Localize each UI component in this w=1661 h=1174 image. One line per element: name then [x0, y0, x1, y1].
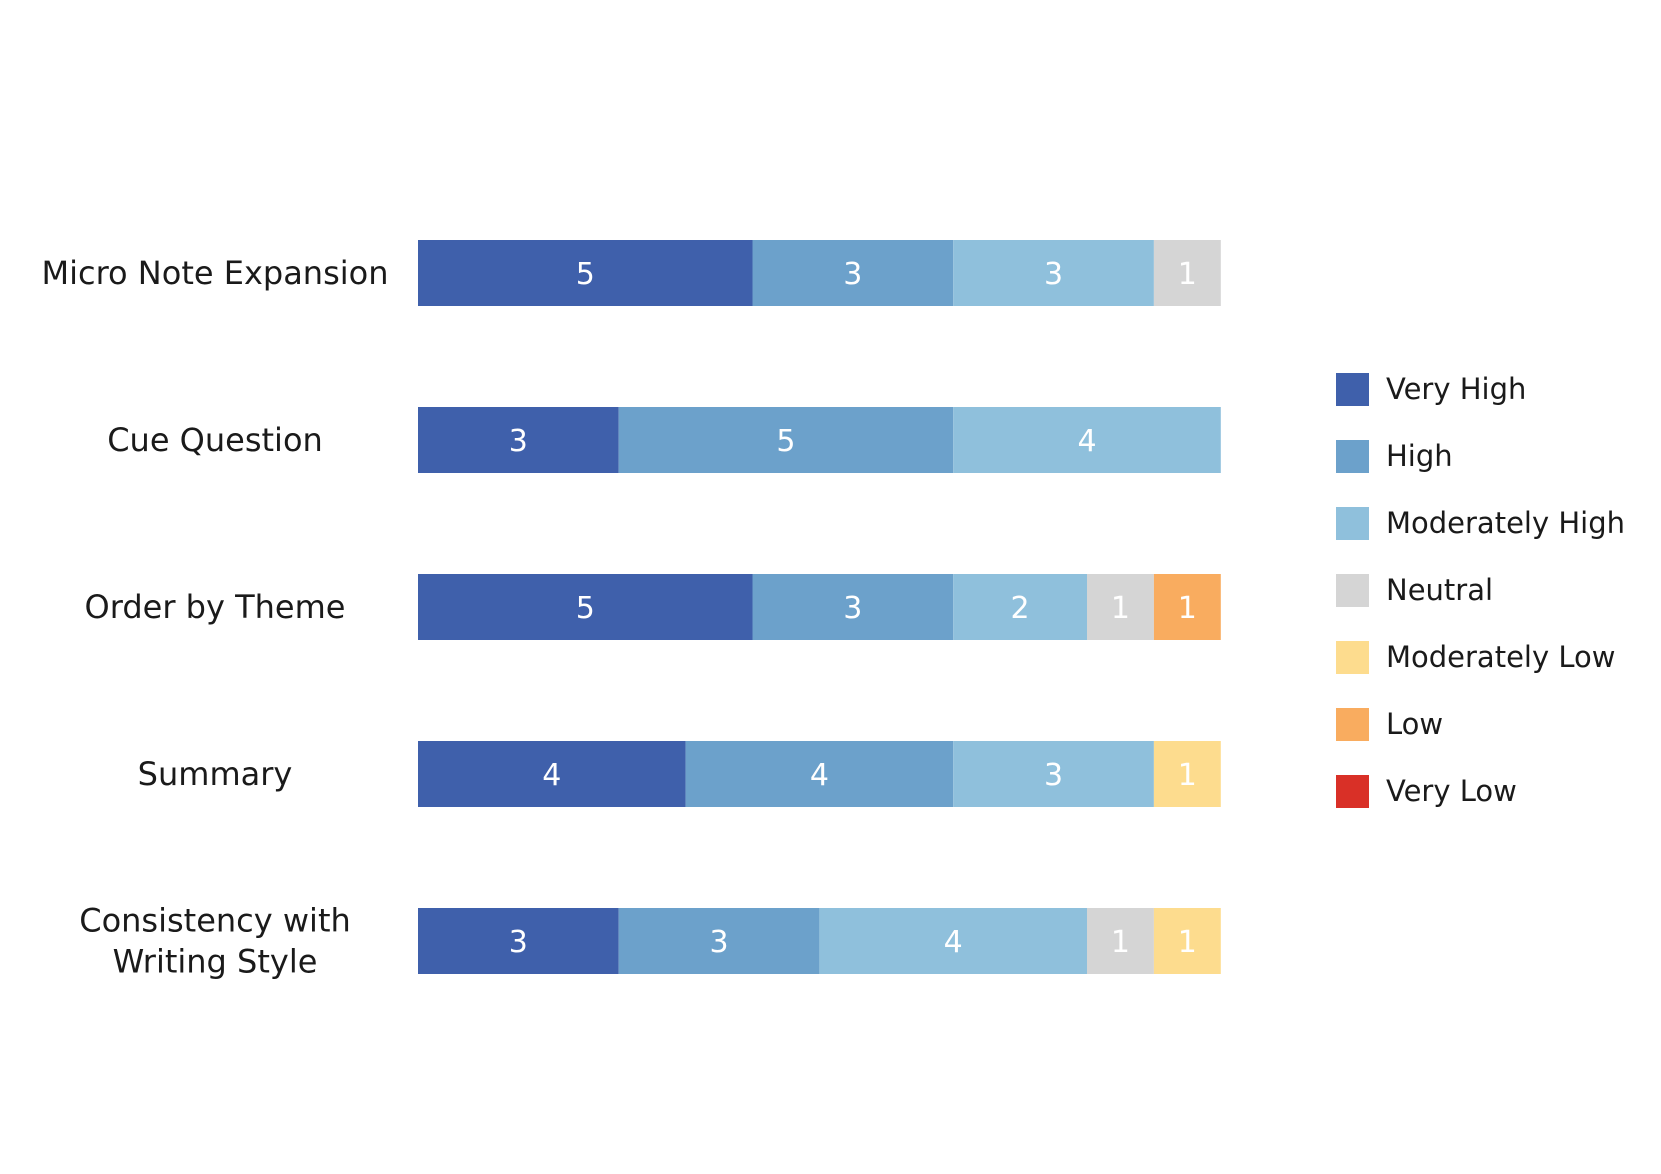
category-label: Order by Theme	[85, 588, 346, 626]
bar-segment	[1087, 908, 1154, 974]
bar-segment	[819, 908, 1087, 974]
bar-value-label: 4	[944, 925, 963, 960]
bar-value-label: 3	[710, 925, 729, 960]
bar-value-label: 5	[576, 257, 595, 292]
bar-segment	[752, 574, 954, 640]
category-labels: Micro Note Expansion Cue Question Order by…	[42, 254, 389, 981]
legend-swatch	[1336, 507, 1369, 540]
bar-value-label: 4	[1077, 424, 1096, 459]
bar-value-label: 4	[542, 758, 561, 793]
bar-segment	[1153, 741, 1221, 807]
legend-label: High	[1386, 439, 1453, 473]
bar-value-label: 1	[1178, 591, 1197, 626]
bar-segment	[418, 407, 619, 473]
legend-label: Low	[1386, 707, 1443, 741]
bar-segment	[953, 407, 1221, 473]
bar-segment	[953, 240, 1154, 306]
bar-segment	[1153, 240, 1221, 306]
legend-label: Moderately Low	[1386, 640, 1615, 674]
category-label: Micro Note Expansion	[42, 254, 389, 292]
bar-value-label: 1	[1111, 925, 1130, 960]
bar-segment	[618, 407, 954, 473]
bar-segment	[1153, 574, 1221, 640]
bar-segment	[418, 574, 753, 640]
bar-segment	[618, 908, 820, 974]
legend-swatch	[1336, 641, 1369, 674]
bar-value-label: 3	[843, 257, 862, 292]
bar-segment	[418, 741, 686, 807]
category-label: Cue Question	[107, 421, 323, 459]
legend-label: Moderately High	[1386, 506, 1625, 540]
legend-swatch	[1336, 775, 1369, 808]
bar-segment	[685, 741, 954, 807]
bar-value-label: 1	[1111, 591, 1130, 626]
bar-value-label: 2	[1011, 591, 1030, 626]
legend-label: Neutral	[1386, 573, 1493, 607]
bar-segment	[1153, 908, 1221, 974]
bar-value-label: 3	[1044, 758, 1063, 793]
bar-value-label: 3	[843, 591, 862, 626]
category-label: Summary	[138, 755, 293, 793]
legend-swatch	[1336, 574, 1369, 607]
bar-value-label: 1	[1178, 758, 1197, 793]
bar-segment	[953, 574, 1087, 640]
legend-swatch	[1336, 440, 1369, 473]
legend-swatch	[1336, 708, 1369, 741]
bar-value-label: 4	[810, 758, 829, 793]
legend-label: Very High	[1386, 372, 1526, 406]
bar-segment	[418, 908, 619, 974]
bar-value-label: 3	[1044, 257, 1063, 292]
bar-value-label: 3	[509, 424, 528, 459]
bar-segment	[1087, 574, 1154, 640]
legend-label: Very Low	[1386, 774, 1517, 808]
bar-segment	[418, 240, 753, 306]
bar-value-label: 3	[509, 925, 528, 960]
bar-value-label: 5	[776, 424, 795, 459]
category-label: Consistency with Writing Style	[79, 902, 351, 981]
bars-group: 5 3 3 1 3 5 4 5 3 2 1 1 4 4 3 1 3 3 4 1 1	[418, 240, 1221, 974]
legend: Very High High Moderately High Neutral Moder…	[1336, 372, 1625, 808]
bar-value-label: 5	[576, 591, 595, 626]
legend-swatch	[1336, 373, 1369, 406]
bar-segment	[752, 240, 954, 306]
bar-value-label: 1	[1178, 257, 1197, 292]
bar-value-label: 1	[1178, 925, 1197, 960]
bar-segment	[953, 741, 1154, 807]
